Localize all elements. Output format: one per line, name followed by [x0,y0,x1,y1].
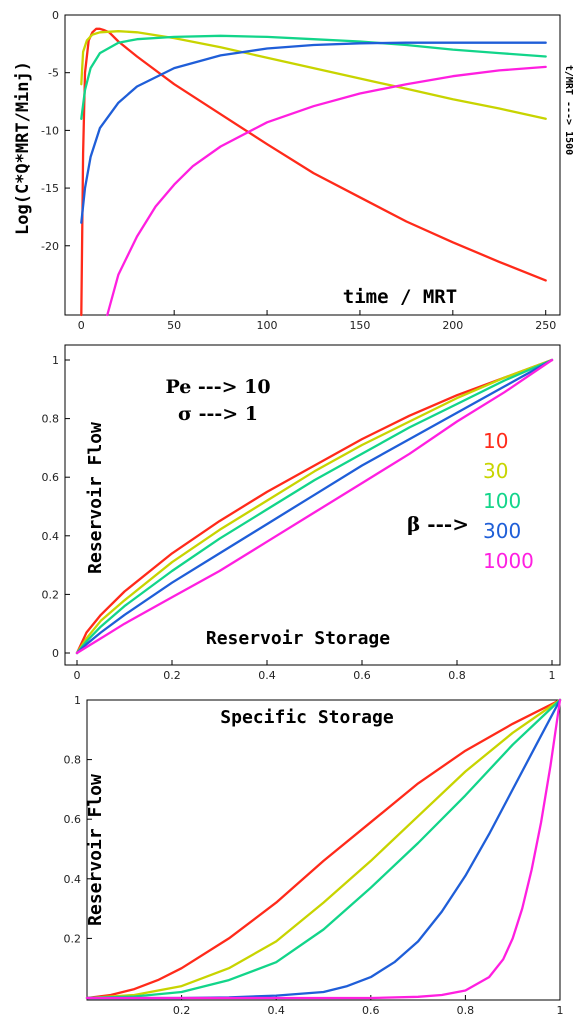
panel2-frame [64,344,561,666]
panel2-y-axis-label: Reservoir Flow [85,422,106,574]
series-line-2 [75,358,554,655]
panel1-curves [80,27,547,317]
series-line-4 [80,41,547,224]
x-tick-label: 0.8 [457,1004,475,1017]
y-tick-label: 0.4 [42,530,60,543]
panel1-y-axis-label: Log(C*Q*MRT/Minj) [13,61,33,235]
x-tick-label: 0.8 [448,669,466,682]
panel3-curves [85,698,562,1000]
panel3-title: Specific Storage [220,707,394,728]
series-line-5 [75,358,554,655]
series-line-5 [106,65,547,317]
x-tick-label: 0 [78,319,85,332]
x-tick-label: 1 [557,1004,564,1017]
y-tick-label: -20 [41,240,59,253]
beta-label: β ---> [407,512,469,536]
series-line-2 [80,30,547,120]
panel1-side-note: t/MRT ---> 1500 [563,65,573,155]
y-tick-label: 1 [74,694,81,707]
x-tick-label: 50 [167,319,181,332]
panel3-ticks: 0.2 0.4 0.6 0.8 1 0.2 0.4 0.6 0.8 1 [64,694,564,1017]
x-tick-label: 0.2 [163,669,181,682]
x-tick-label: 0 [74,669,81,682]
specific-storage-panel: 0.2 0.4 0.6 0.8 1 0.2 0.4 0.6 0.8 1 Specific Stor… [64,694,564,1017]
panel3-frame [86,699,561,1001]
y-tick-label: 0.8 [64,754,82,767]
legend-entry-300: 300 [483,519,521,543]
panel2-x-axis-label: Reservoir Storage [206,628,390,649]
series-line-3 [85,698,562,1000]
legend-entry-10: 10 [483,429,508,453]
y-tick-label: 0.2 [64,932,82,945]
y-tick-label: 0.2 [42,588,60,601]
x-tick-label: 0.4 [267,1004,285,1017]
series-line-5 [85,698,562,1000]
panel1-ticks: 0 50 100 150 200 250 0 -5 -10 -15 -20 [41,9,556,332]
panel1-x-axis-label: time / MRT [343,286,457,308]
x-tick-label: 100 [257,319,278,332]
panel3-y-axis-label: Reservoir Flow [85,774,106,926]
y-tick-label: 0 [52,647,59,660]
x-tick-label: 250 [535,319,556,332]
decay-curves-panel: 0 50 100 150 200 250 0 -5 -10 -15 -20 Log(C*Q*MRT/… [13,9,573,332]
storage-flow-panel: 0 0.2 0.4 0.6 0.8 100.20.40.60.81 Reservoir F… [42,344,561,682]
legend-entry-30: 30 [483,459,508,483]
x-tick-label: 0.4 [258,669,276,682]
param-sigma: σ ---> 1 [178,403,258,425]
y-tick-label: -15 [41,182,59,195]
panel1-frame [64,14,561,316]
x-tick-label: 200 [442,319,463,332]
y-tick-label: 0.4 [64,873,82,886]
panel2-ticks: 0 0.2 0.4 0.6 0.8 100.20.40.60.81 [42,354,556,682]
series-line-3 [80,34,547,120]
series-line-2 [85,698,562,1000]
x-tick-label: 1 [549,669,556,682]
x-tick-label: 0.6 [362,1004,380,1017]
x-tick-label: 0.6 [353,669,371,682]
y-tick-label: -5 [48,67,59,80]
y-tick-label: 0.6 [64,813,82,826]
y-tick-label: -10 [41,124,59,137]
param-pe: Pe ---> 10 [165,376,270,398]
beta-legend: 10 30 100 300 1000 [483,429,534,573]
series-line-4 [85,698,562,1000]
series-line-1 [80,27,547,317]
x-tick-label: 0.2 [173,1004,191,1017]
series-line-4 [75,358,554,655]
x-tick-label: 150 [349,319,370,332]
y-tick-label: 0.8 [42,413,60,426]
series-line-3 [75,358,554,655]
y-tick-label: 1 [52,354,59,367]
legend-entry-1000: 1000 [483,549,534,573]
panel2-curves [75,358,554,655]
y-tick-label: 0 [52,9,59,22]
series-line-1 [75,358,554,655]
legend-entry-100: 100 [483,489,521,513]
series-line-1 [85,698,562,1000]
y-tick-label: 0.6 [42,471,60,484]
